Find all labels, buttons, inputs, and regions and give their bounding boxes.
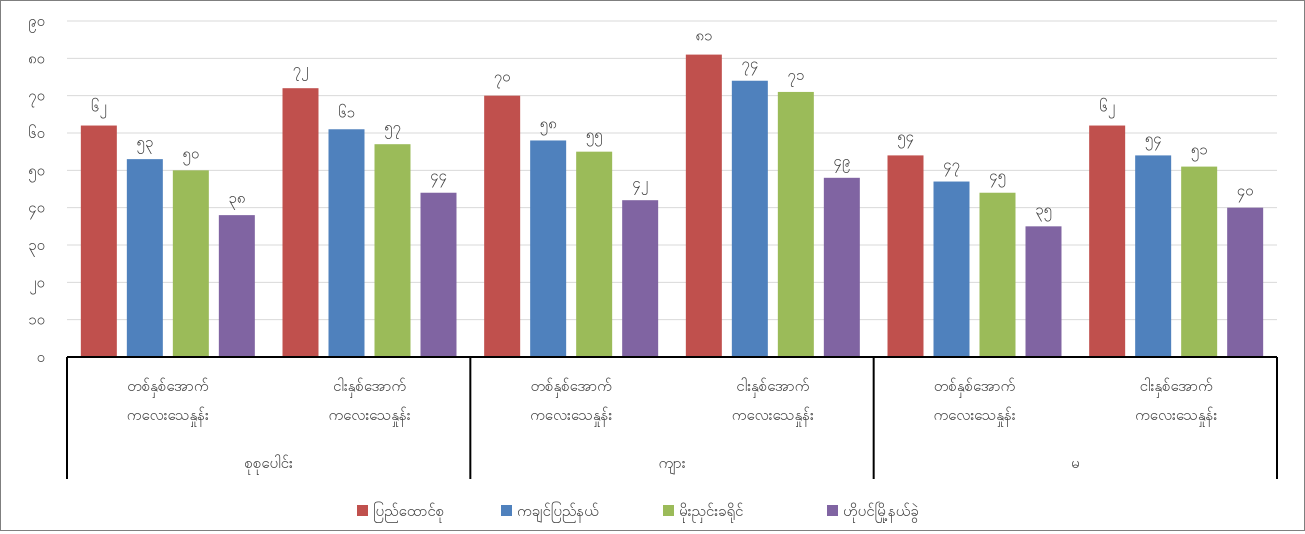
data-label: ၅၈ [540, 114, 557, 135]
bar [1089, 125, 1126, 358]
data-label: ၅၃ [136, 133, 153, 154]
legend-label: မိုးညှင်းခရိုင် [679, 502, 743, 523]
y-tick-label: ၄၀ [28, 199, 45, 220]
bar [933, 181, 970, 357]
bar [484, 95, 521, 358]
data-label: ၅၄ [897, 127, 914, 148]
data-label: ၄၅ [989, 167, 1006, 188]
data-label: ၅၄ [1145, 129, 1162, 150]
bar [420, 192, 457, 357]
legend-swatch [827, 505, 838, 516]
bar [731, 80, 768, 357]
bar [374, 144, 411, 357]
data-label: ၇၂ [293, 60, 309, 81]
y-tick-label: ၈၀ [28, 49, 45, 67]
y-tick-label: ၅၀ [28, 161, 45, 182]
group-label: ကျား [658, 454, 685, 475]
bar [1135, 155, 1172, 357]
y-tick-label: ၇၀ [28, 87, 45, 108]
bar [685, 54, 722, 357]
data-label: ၄၀ [1237, 182, 1254, 203]
bar [218, 215, 255, 357]
category-label: ကလေးသေနှုန်း [328, 406, 410, 427]
data-label: ၇၁ [787, 66, 804, 87]
category-label: ကလေးသေနှုန်း [127, 406, 209, 427]
legend-swatch [501, 505, 512, 516]
data-label: ၆၂ [91, 98, 107, 119]
legend-label: ဟိုပင်မြို့နယ်ခွဲ [843, 501, 919, 523]
category-label: ကလေးသေနှုန်း [1135, 406, 1217, 427]
legend-swatch [663, 505, 674, 516]
category-label: တစ်နှစ်အောက် [127, 377, 208, 398]
data-label: ၅၀ [182, 144, 199, 165]
y-tick-label: ၃၀ [28, 236, 45, 257]
bar [1181, 166, 1218, 357]
y-axis-tick-labels: ၀ ၁၀ ၂၀ ၃၀ ၄၀ ၅၀ ၆၀ ၇၀ ၈၀ ၉၀ [28, 12, 45, 366]
y-tick-label: ၂၀ [29, 273, 45, 294]
data-label: ၃၅ [1035, 200, 1052, 221]
legend-label: ကချင်ပြည်နယ် [517, 501, 599, 523]
x-axis: တစ်နှစ်အောက်ကလေးသေနှုန်း ငါးနှစ်အောက်ကလေး… [66, 356, 1278, 479]
gridlines [67, 20, 1277, 321]
category-label: ကလေးသေနှုန်း [933, 406, 1015, 427]
bar [576, 151, 613, 357]
bar [328, 129, 365, 357]
data-label: ၄၂ [632, 174, 648, 195]
data-label: ၇၀ [494, 68, 511, 89]
data-label: ၈၁ [695, 27, 712, 45]
data-label: ၆၂ [1099, 98, 1115, 119]
data-label: ၄၉ [833, 152, 850, 173]
bar [979, 192, 1016, 357]
category-label: တစ်နှစ်အောက် [530, 377, 611, 398]
group-label: စုစုပေါင်း [245, 454, 293, 475]
bar [777, 91, 814, 357]
legend-label: ပြည်ထောင်စု [373, 501, 444, 523]
data-label: ၄၄ [430, 167, 447, 188]
bar-series [80, 54, 1264, 358]
data-label: ၆၁ [338, 103, 355, 121]
data-label: ၄၇ [943, 156, 960, 177]
data-label: ၃၈ [228, 189, 245, 210]
bar [530, 140, 567, 357]
bar [1025, 226, 1062, 357]
bar [1227, 207, 1264, 357]
bar [282, 88, 319, 357]
category-label: ကလေးသေနှုန်း [732, 406, 814, 427]
y-tick-label: ၁၀ [28, 311, 45, 329]
bar [80, 125, 117, 358]
category-label: တစ်နှစ်အောက် [934, 377, 1015, 398]
bar [823, 177, 860, 357]
category-label: ငါးနှစ်အောက် [1140, 377, 1213, 398]
y-tick-label: ၆၀ [28, 124, 45, 142]
data-label: ၇၄ [741, 55, 758, 76]
category-label: ကလေးသေနှုန်း [530, 406, 612, 427]
bar [622, 200, 659, 357]
category-label: ငါးနှစ်အောက် [333, 377, 406, 398]
bar [172, 170, 209, 357]
legend: ပြည်ထောင်စု ကချင်ပြည်နယ် မိုးညှင်းခရိုင် ဟိ… [357, 501, 919, 523]
data-label: ၅၁ [1191, 141, 1208, 162]
data-label: ၅၅ [586, 126, 603, 147]
group-label: မ [1071, 454, 1080, 472]
bar [887, 155, 924, 357]
y-tick-label: ၀ [37, 348, 45, 366]
data-label: ၅၇ [384, 118, 401, 139]
category-label: ငါးနှစ်အောက် [736, 377, 809, 398]
bar [126, 159, 163, 357]
y-tick-label: ၉၀ [28, 12, 45, 33]
legend-swatch [357, 505, 368, 516]
